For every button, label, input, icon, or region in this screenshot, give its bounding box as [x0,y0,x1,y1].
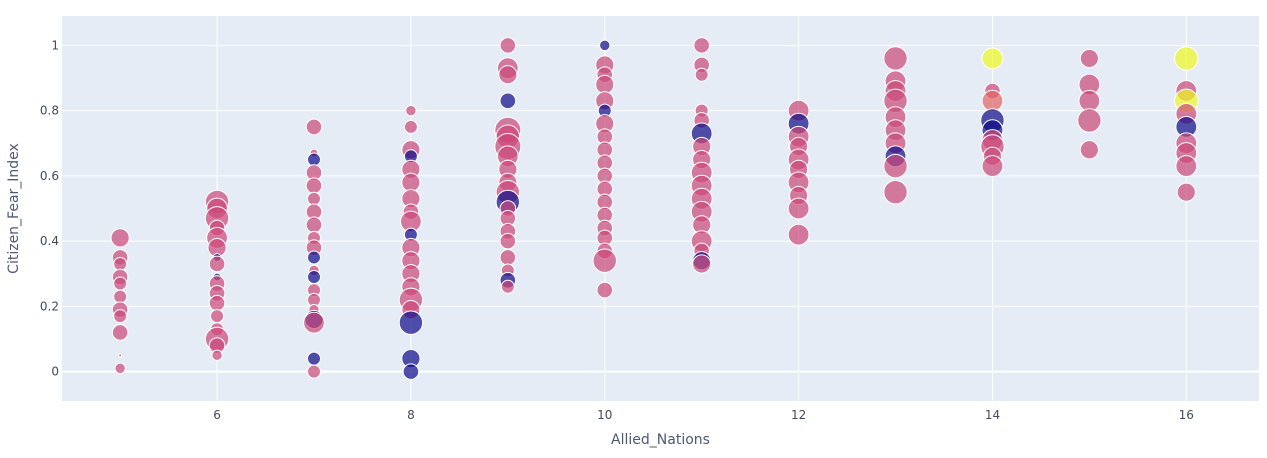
y-axis-ticks: 0 0.2 0.4 0.6 0.8 1 [40,38,59,378]
data-point [113,309,128,324]
data-point [303,311,325,334]
data-point [981,47,1004,70]
data-point [114,362,126,375]
data-point [500,279,515,294]
y-tick-label: 0 [51,365,59,379]
data-point [113,289,128,304]
data-point [113,256,128,271]
data-point [208,255,226,273]
data-point [307,270,321,285]
data-point [405,104,417,117]
data-point [110,228,130,248]
data-point [499,92,517,110]
data-point [305,118,323,136]
data-point [694,67,709,82]
data-point [398,310,424,335]
x-tick-label: 10 [597,408,612,422]
data-point [307,152,321,167]
data-point [1176,182,1196,202]
data-point [981,155,1004,177]
data-point [111,324,129,341]
data-point [499,232,517,250]
data-point [1175,155,1198,177]
data-point [592,248,617,273]
data-point [883,46,908,71]
y-tick-label: 0.2 [40,299,59,313]
x-axis-title: Allied_Nations [611,432,710,448]
x-tick-label: 8 [407,408,415,422]
data-point [1077,108,1102,133]
x-tick-label: 6 [213,408,221,422]
data-point [787,197,810,220]
x-tick-label: 12 [791,408,806,422]
data-point [883,179,908,205]
data-point [113,276,128,291]
data-point [307,351,321,366]
data-point [692,254,712,274]
data-point [498,65,518,85]
data-point [787,223,810,246]
data-point [208,294,226,312]
data-point [499,249,517,266]
y-tick-label: 0.6 [40,169,59,183]
data-point [307,364,321,379]
x-tick-label: 14 [985,408,1000,422]
y-axis-title: Citizen_Fear_Index [6,143,22,274]
data-point [883,153,908,179]
data-point [402,363,420,380]
data-point [307,250,321,265]
data-point [599,39,611,52]
data-point [1079,140,1099,160]
y-tick-label: 0.4 [40,234,59,248]
data-point [210,309,225,324]
y-tick-label: 1 [51,38,59,52]
data-point [981,89,1004,112]
data-point [1078,89,1101,112]
plot-background [62,16,1259,401]
x-tick-label: 16 [1179,408,1194,422]
data-point [596,281,614,299]
data-point [693,37,710,54]
data-point [403,119,418,134]
data-point [499,37,517,54]
data-point [211,349,223,362]
y-tick-label: 0.8 [40,104,59,118]
data-point [1174,46,1199,71]
x-axis-ticks: 6 8 10 12 14 16 [213,408,1194,422]
data-point [401,172,421,192]
data-point [1079,48,1099,69]
data-point [305,216,323,234]
data-point [305,177,323,194]
data-points [110,37,1199,380]
data-point [595,74,615,95]
data-point [307,191,321,206]
data-point [118,353,123,358]
